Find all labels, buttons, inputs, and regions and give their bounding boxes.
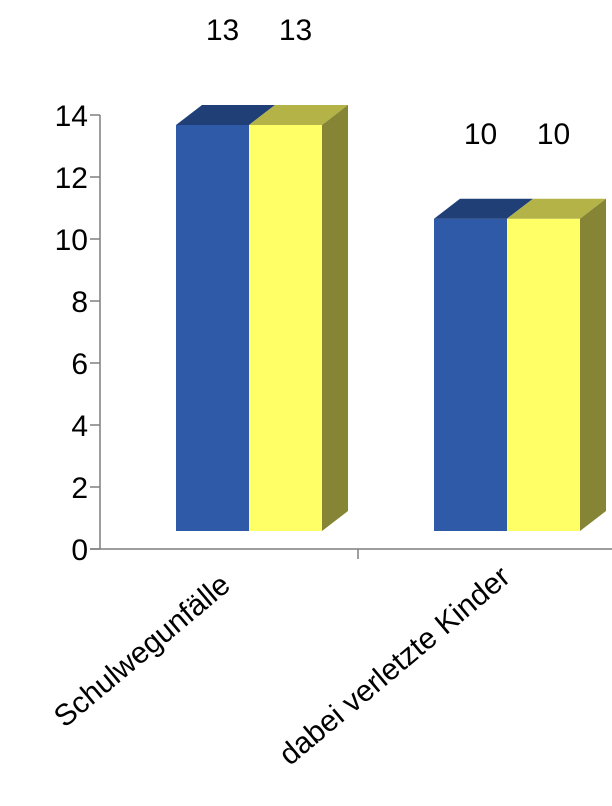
y-tick-label: 0 (71, 534, 88, 567)
bar-front-face (507, 218, 580, 531)
bar-front-face (434, 218, 507, 531)
bar-top-face (249, 105, 348, 125)
axes: 0 2 4 6 8 10 12 14 (55, 100, 612, 567)
category-label: Schulwegunfälle (48, 568, 237, 734)
bar-top-face (434, 198, 533, 219)
data-label: 10 (464, 118, 497, 151)
bar-top-face (507, 198, 606, 219)
y-tick-label: 4 (71, 410, 88, 443)
y-tick-label: 6 (71, 348, 88, 381)
bar-side-face (580, 198, 606, 531)
category-label: dabei verletzte Kinder (273, 560, 517, 772)
bar-front-face (249, 125, 322, 531)
y-tick-label: 10 (55, 224, 88, 257)
bar-side-face (322, 105, 348, 531)
y-tick-label: 2 (71, 472, 88, 505)
y-tick-label: 8 (71, 286, 88, 319)
data-label: 13 (279, 14, 312, 47)
data-label: 10 (537, 118, 570, 151)
bars (176, 105, 606, 531)
y-tick-label: 14 (55, 100, 88, 133)
bar-top-face (176, 105, 275, 125)
data-label: 13 (206, 14, 239, 47)
bar-front-face (176, 125, 249, 531)
y-tick-label: 12 (55, 162, 88, 195)
